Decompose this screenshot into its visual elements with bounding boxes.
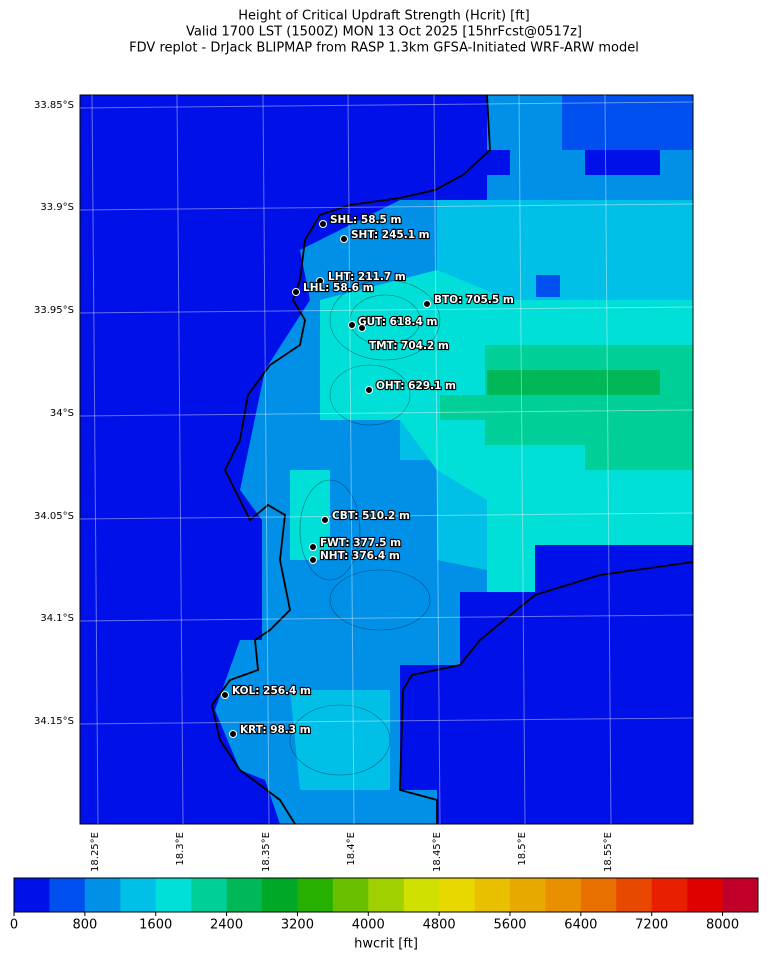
colorbar-bin xyxy=(120,878,157,912)
station-marker xyxy=(340,235,348,243)
lat-label: 34.1°S xyxy=(40,613,74,624)
grid-line xyxy=(262,94,270,825)
station-marker xyxy=(358,324,366,332)
grid-line xyxy=(79,409,694,417)
station-label: CBT: 510.2 m xyxy=(332,510,410,522)
colorbar-tick-label: 2400 xyxy=(210,918,243,933)
station-label: SHL: 58.5 m xyxy=(330,214,401,226)
grid-line xyxy=(79,717,694,725)
station-label: LHL: 58.6 m xyxy=(303,282,374,294)
lon-label: 18.5°E xyxy=(517,832,528,866)
colorbar-tick-label: 3200 xyxy=(281,918,314,933)
colorbar-tick-label: 4000 xyxy=(352,918,385,933)
station-marker xyxy=(423,300,431,308)
station-label: FWT: 377.5 m xyxy=(320,537,401,549)
station-label: KOL: 256.4 m xyxy=(232,685,311,697)
station-marker xyxy=(321,516,329,524)
grid-line xyxy=(79,306,694,314)
grid-line xyxy=(604,94,612,825)
colorbar-bin xyxy=(687,878,723,912)
colorbar: 0 800 1600 2400 3200 4000 4800 5600 6400 7200 8000 xyxy=(10,877,759,933)
grid-line xyxy=(79,203,694,211)
station-label: NHT: 376.4 m xyxy=(320,550,400,562)
colorbar-bin xyxy=(49,878,86,912)
station-marker xyxy=(365,386,373,394)
lat-label: 34.05°S xyxy=(34,511,74,522)
map xyxy=(79,94,694,825)
colorbar-tick-label: 1600 xyxy=(139,918,172,933)
colorbar-tick-label: 0 xyxy=(10,918,18,933)
colorbar-bin xyxy=(262,878,298,912)
title-line: Height of Critical Updraft Strength (Hcr… xyxy=(238,9,529,24)
colorbar-bin xyxy=(191,878,227,912)
station-label: BTO: 705.5 m xyxy=(434,294,514,306)
lat-label: 34.15°S xyxy=(34,716,74,727)
colorbar-tick-label: 800 xyxy=(72,918,97,933)
colorbar-bin xyxy=(84,878,121,912)
colorbar-tick-label: 7200 xyxy=(635,918,668,933)
station-label: SHT: 245.1 m xyxy=(351,229,430,241)
station-label: KRT: 98.3 m xyxy=(240,724,311,736)
lon-label: 18.45°E xyxy=(432,832,443,872)
station-label: TMT: 704.2 m xyxy=(369,340,449,352)
lon-label: 18.35°E xyxy=(261,832,272,872)
grid-line xyxy=(433,94,441,825)
colorbar-bin xyxy=(545,878,582,912)
lon-label: 18.55°E xyxy=(603,832,614,872)
grid-line xyxy=(176,94,184,825)
colorbar-bin xyxy=(580,878,617,912)
colorbar-bin xyxy=(332,878,369,912)
station-marker xyxy=(221,691,229,699)
lat-label: 33.85°S xyxy=(34,100,74,111)
station-marker xyxy=(309,543,317,551)
title-line: Valid 1700 LST (1500Z) MON 13 Oct 2025 [… xyxy=(186,25,582,40)
station-marker xyxy=(319,220,327,228)
colorbar-bin xyxy=(651,878,688,912)
station-marker xyxy=(316,277,324,285)
title-line: FDV replot - DrJack BLIPMAP from RASP 1.… xyxy=(129,41,639,56)
lat-label: 33.95°S xyxy=(34,305,74,316)
grid-line xyxy=(518,94,526,825)
colorbar-tick-label: 6400 xyxy=(564,918,597,933)
grid-line xyxy=(79,614,694,622)
station-marker xyxy=(309,556,317,564)
colorbar-tick-label: 8000 xyxy=(706,918,739,933)
colorbar-frame xyxy=(13,877,759,913)
colorbar-bin xyxy=(14,878,50,912)
station-label: OHT: 629.1 m xyxy=(376,380,456,392)
lon-label: 18.25°E xyxy=(90,832,101,872)
colorbar-bin xyxy=(403,878,440,912)
colorbar-tick-label: 4800 xyxy=(423,918,456,933)
station-label: GUT: 618.4 m xyxy=(358,316,437,328)
colorbar-bin xyxy=(155,878,192,912)
colorbar-bin xyxy=(616,878,653,912)
station-marker xyxy=(348,321,356,329)
colorbar-bin xyxy=(474,878,511,912)
lon-label: 18.4°E xyxy=(346,832,357,866)
lat-label: 33.9°S xyxy=(40,202,74,213)
colorbar-bin xyxy=(226,878,263,912)
grid-line xyxy=(91,94,99,825)
colorbar-label: hwcrit [ft] xyxy=(354,937,418,952)
grid-line xyxy=(79,101,694,109)
colorbar-bin xyxy=(510,878,546,912)
colorbar-tick-label: 5600 xyxy=(493,918,526,933)
colorbar-bin xyxy=(439,878,475,912)
station-marker xyxy=(292,288,300,296)
station-label: LHT: 211.7 m xyxy=(328,271,406,283)
station-marker xyxy=(229,730,237,738)
lat-label: 34°S xyxy=(50,408,74,419)
colorbar-bin xyxy=(368,878,405,912)
grid-line xyxy=(347,94,355,825)
colorbar-bin xyxy=(297,878,334,912)
lon-label: 18.3°E xyxy=(175,832,186,866)
colorbar-bin xyxy=(722,878,759,912)
grid-line xyxy=(79,512,694,520)
